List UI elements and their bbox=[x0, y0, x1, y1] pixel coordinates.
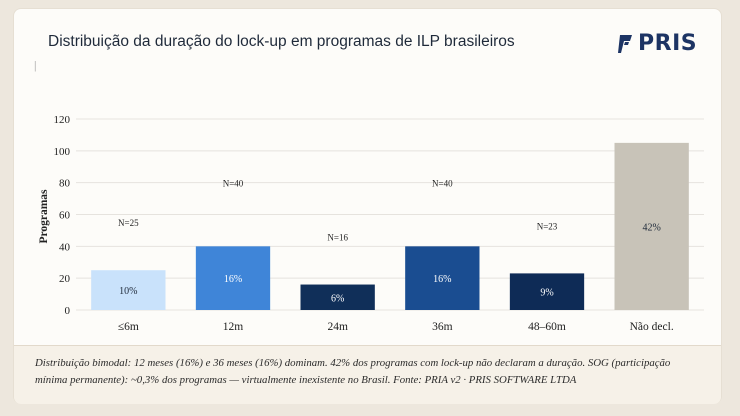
chart-card: Distribuição da duração do lock-up em pr… bbox=[14, 9, 721, 404]
x-tick-label: 12m bbox=[223, 321, 244, 333]
y-tick-label: 80 bbox=[59, 178, 71, 190]
x-tick-label: Não decl. bbox=[630, 321, 674, 333]
bar-value-label: 16% bbox=[433, 274, 451, 285]
bar-annotation: N=40 bbox=[432, 178, 453, 188]
caption-text: Distribuição bimodal: 12 meses (16%) e 3… bbox=[35, 357, 671, 386]
y-tick-label: 100 bbox=[54, 146, 71, 158]
y-axis-label: Programas bbox=[38, 189, 50, 244]
bar-value-label: 6% bbox=[331, 293, 344, 304]
pris-logo-icon bbox=[618, 34, 632, 53]
bar bbox=[195, 246, 271, 310]
stray-mark: | bbox=[34, 58, 36, 72]
bar-value-label: 9% bbox=[540, 288, 553, 299]
chart-title: Distribuição da duração do lock-up em pr… bbox=[48, 33, 515, 50]
x-tick-label: 48–60m bbox=[528, 321, 566, 333]
x-tick-label: ≤6m bbox=[118, 321, 139, 333]
bar-value-label: 16% bbox=[224, 274, 242, 285]
brand-logo: PRIS bbox=[618, 31, 697, 56]
bar-annotation: N=40 bbox=[223, 178, 244, 188]
bar-value-label: 42% bbox=[642, 222, 660, 233]
x-tick-label: 36m bbox=[432, 321, 453, 333]
bar bbox=[614, 142, 689, 310]
y-tick-label: 40 bbox=[59, 241, 71, 253]
caption-box: Distribuição bimodal: 12 meses (16%) e 3… bbox=[14, 345, 721, 404]
x-tick-label: 24m bbox=[327, 321, 348, 333]
bar-annotation: N=23 bbox=[537, 221, 558, 231]
bar bbox=[405, 246, 480, 310]
y-tick-label: 0 bbox=[65, 305, 71, 317]
y-tick-label: 60 bbox=[59, 210, 71, 222]
bar bbox=[91, 270, 166, 310]
logo-text: PRIS bbox=[638, 31, 698, 56]
bar bbox=[300, 284, 375, 310]
bar-annotation: N=16 bbox=[327, 233, 348, 243]
bar-chart: | 0 20 40 60 80 100 120 Programas 10% N=25 ≤6m 16% N… bbox=[34, 58, 704, 333]
y-tick-label: 120 bbox=[54, 114, 71, 126]
y-tick-label: 20 bbox=[59, 273, 71, 285]
bar-annotation: N=25 bbox=[118, 218, 139, 228]
bar bbox=[509, 273, 585, 310]
bar-value-label: 10% bbox=[119, 286, 137, 297]
